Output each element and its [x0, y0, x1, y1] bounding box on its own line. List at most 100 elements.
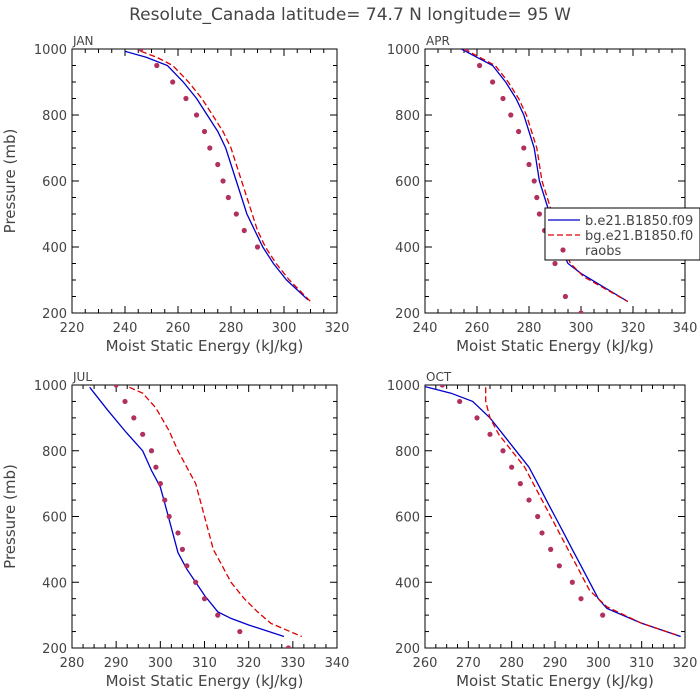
raobs-point	[517, 481, 523, 487]
y-tick-label: 200	[42, 307, 67, 322]
x-tick-label: 260	[413, 656, 438, 671]
y-tick-label: 1000	[34, 43, 67, 58]
plot-frame	[71, 48, 338, 314]
raobs-point	[552, 260, 558, 267]
raobs-point	[500, 95, 506, 102]
x-tick-label: 260	[166, 321, 191, 336]
raobs-point	[193, 112, 200, 118]
y-tick-label: 600	[42, 511, 67, 526]
panel-apr: APR 240 260 280 300 320 340 200 400 600 800 1000 Moi…	[387, 34, 698, 355]
x-axis-label: Moist Static Energy (kJ/kg)	[106, 337, 304, 355]
x-tick-label: 300	[586, 656, 611, 671]
y-tick-label: 200	[395, 642, 420, 657]
raobs-point	[184, 563, 190, 569]
y-tick-label: 200	[395, 307, 420, 322]
x-tick-label: 280	[517, 321, 542, 336]
x-tick-label: 300	[148, 656, 173, 671]
raobs-point	[179, 546, 186, 552]
y-tick-label: 800	[42, 109, 67, 124]
y-tick-label: 1000	[387, 43, 420, 58]
x-tick-label: 220	[60, 321, 85, 336]
raobs-point	[154, 62, 160, 69]
panel-label: JAN	[72, 34, 94, 48]
raobs-point	[464, 49, 470, 52]
x-tick-label: 320	[673, 656, 698, 671]
y-tick-label: 200	[42, 642, 67, 657]
raobs-point	[207, 145, 213, 151]
y-tick-label: 400	[42, 576, 67, 591]
x-tick-label: 330	[280, 656, 305, 671]
raobs-point	[233, 211, 239, 217]
raobs-point	[578, 310, 584, 313]
raobs-point	[237, 628, 243, 635]
panels: JAN 220 240 260 280 300 320 200 400 600 800 1000 Moi…	[1, 34, 697, 690]
figure-title: Resolute_Canada latitude= 74.7 N longitu…	[129, 5, 571, 25]
x-tick-label: 310	[629, 656, 654, 671]
y-tick-label: 600	[395, 175, 420, 190]
raobs-point	[604, 317, 609, 322]
series-line-bg	[140, 50, 311, 302]
raobs-point	[157, 481, 163, 487]
series-line-bg	[463, 49, 629, 303]
raobs-point	[162, 497, 168, 503]
raobs-point	[220, 178, 226, 184]
y-axis-label: Pressure (mb)	[1, 464, 19, 569]
x-tick-label: 280	[499, 656, 524, 671]
raobs-point	[166, 513, 172, 520]
raobs-point	[578, 596, 584, 602]
x-tick-label: 290	[543, 656, 568, 671]
series-line-bg	[485, 387, 677, 636]
raobs-point	[600, 612, 606, 618]
raobs-point	[562, 293, 569, 300]
raobs-point	[531, 178, 537, 184]
raobs-point	[201, 596, 208, 602]
raobs-point	[439, 385, 445, 388]
y-tick-label: 800	[395, 109, 420, 124]
legend-label: bg.e21.B1850.f0	[585, 229, 693, 244]
panel-jul: JUL 280 290 300 310 320 330 340 200 400 600 800 1000…	[1, 370, 349, 690]
legend-marker	[560, 247, 566, 253]
x-tick-label: 270	[456, 656, 481, 671]
raobs-point	[140, 431, 146, 437]
x-tick-label: 340	[325, 656, 350, 671]
x-tick-label: 280	[60, 656, 85, 671]
legend-label: b.e21.B1850.f09	[585, 214, 693, 229]
panel-label: APR	[426, 34, 450, 48]
raobs-point	[285, 645, 292, 648]
panel-label: JUL	[72, 370, 92, 384]
raobs-point	[508, 112, 514, 118]
raobs-point	[490, 79, 496, 85]
raobs-point	[474, 415, 480, 421]
x-tick-label: 300	[569, 321, 594, 336]
legend-box	[544, 207, 700, 261]
series-group	[461, 49, 629, 322]
y-tick-label: 600	[42, 175, 67, 190]
raobs-point	[487, 431, 493, 437]
y-tick-label: 400	[395, 241, 420, 256]
series-group	[124, 49, 311, 302]
x-tick-label: 240	[413, 321, 438, 336]
raobs-point	[215, 161, 221, 168]
x-tick-label: 300	[272, 321, 297, 336]
x-axis-label: Moist Static Energy (kJ/kg)	[456, 337, 654, 355]
raobs-point	[539, 530, 545, 536]
series-line-bg	[129, 386, 302, 638]
raobs-point	[509, 464, 515, 470]
raobs-point	[193, 579, 199, 585]
x-tick-label: 260	[465, 321, 490, 336]
raobs-point	[521, 145, 527, 151]
panel-oct: OCT 260 270 280 290 300 310 320 200 400 600 800 1000…	[387, 370, 698, 690]
x-tick-label: 320	[325, 321, 350, 336]
raobs-point	[500, 448, 506, 454]
raobs-point	[225, 194, 231, 201]
series-line-b	[89, 386, 285, 638]
y-tick-label: 800	[42, 445, 67, 460]
y-tick-label: 800	[395, 445, 420, 460]
legend-label: raobs	[585, 244, 622, 259]
series-line-b	[124, 50, 309, 301]
raobs-point	[569, 579, 575, 585]
x-tick-label: 310	[192, 656, 217, 671]
y-tick-label: 1000	[387, 379, 420, 394]
